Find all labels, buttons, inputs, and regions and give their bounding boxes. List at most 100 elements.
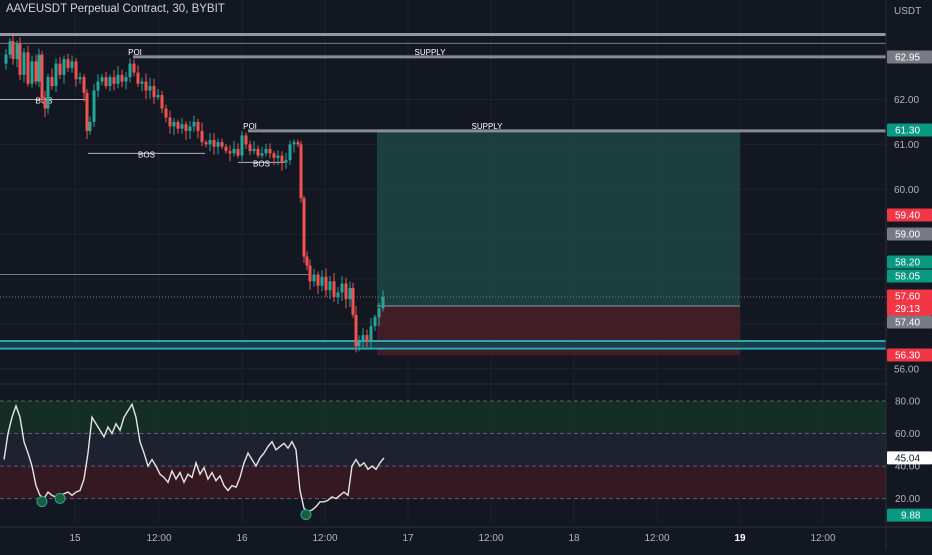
- candle-body: [357, 341, 361, 347]
- candle-body: [299, 144, 303, 199]
- candle-body: [176, 121, 180, 129]
- candle-body: [220, 142, 224, 147]
- candle-body: [244, 135, 248, 145]
- rsi-tick-label: 80.00: [895, 397, 920, 408]
- time-tick-label: 18: [568, 533, 580, 544]
- price-tag-label: 58.20: [895, 258, 920, 269]
- rsi-trough-marker: [300, 509, 312, 521]
- candle-body: [152, 86, 156, 98]
- time-tick-label: 16: [236, 533, 248, 544]
- candle-body: [108, 77, 112, 87]
- candle-body: [305, 256, 309, 266]
- candle-body: [320, 276, 324, 286]
- rsi-trough-marker: [54, 492, 66, 504]
- candle-body: [148, 86, 152, 91]
- price-tick-label: 62.00: [894, 95, 919, 106]
- candle-body: [272, 153, 276, 158]
- candle-body: [208, 139, 212, 145]
- candle-body: [88, 121, 92, 131]
- candle-body: [22, 52, 26, 75]
- price-tag-label: 56.30: [895, 351, 920, 362]
- time-tick-label: 12:00: [478, 533, 503, 544]
- candle-body: [312, 274, 316, 282]
- candle-body: [144, 81, 148, 91]
- price-tag-target: [887, 123, 932, 137]
- candle-body: [124, 77, 128, 82]
- candle-body: [30, 61, 34, 84]
- price-tag-down: [887, 348, 932, 362]
- price-tag-label: 62.95: [895, 53, 920, 64]
- candle-body: [43, 99, 47, 109]
- time-tick-label: 17: [402, 533, 414, 544]
- candle-body: [188, 126, 192, 131]
- rsi-tick-label: 40.00: [895, 462, 920, 473]
- rsi-mid-zone: [0, 433, 886, 467]
- price-tag-label: 57.40: [895, 318, 920, 329]
- candle-body: [280, 155, 284, 163]
- candle-body: [184, 124, 188, 131]
- candle-body: [284, 160, 288, 163]
- candle-body: [136, 72, 140, 84]
- candle-body: [373, 317, 377, 327]
- candle-body: [260, 153, 264, 156]
- candle-body: [96, 81, 100, 91]
- candle-body: [116, 74, 120, 84]
- candle-body: [332, 281, 336, 297]
- price-tag-zone: [887, 315, 932, 329]
- candle-body: [100, 77, 104, 82]
- candle-body: [308, 265, 312, 282]
- candle-body: [212, 139, 216, 147]
- candle-body: [15, 43, 19, 60]
- symbol-title: AAVEUSDT Perpetual Contract, 30, BYBIT: [6, 3, 225, 15]
- zone-label-poi: POI: [128, 48, 142, 57]
- price-tag-zone: [887, 50, 932, 64]
- candle-body: [196, 121, 200, 131]
- candle-body: [340, 283, 344, 293]
- candle-body: [128, 63, 132, 78]
- candle-body: [296, 142, 300, 145]
- price-tag-target: [887, 269, 932, 283]
- candle-body: [200, 130, 204, 143]
- candle-body: [18, 43, 22, 75]
- candle-body: [140, 81, 144, 84]
- zone-label-bos: BOS: [253, 159, 270, 168]
- candle-body: [132, 63, 136, 73]
- zone-label-poi: POI: [243, 122, 257, 131]
- candle-body: [54, 63, 58, 87]
- currency-label: USDT: [894, 6, 921, 17]
- rsi-overbought-zone: [0, 401, 886, 434]
- rsi-last-value-label: 45.04: [895, 453, 920, 464]
- candle-body: [316, 274, 320, 286]
- candle-body: [192, 121, 196, 127]
- candle-body: [351, 288, 355, 315]
- candle-body: [11, 41, 15, 60]
- candle-body: [369, 326, 373, 342]
- candle-body: [224, 146, 228, 152]
- candle-body: [104, 77, 108, 87]
- candle-body: [228, 151, 232, 154]
- candle-body: [344, 283, 348, 300]
- candle-body: [168, 117, 172, 127]
- price-tag-last: [887, 289, 932, 316]
- candle-body: [74, 61, 78, 80]
- price-tick-label: 60.00: [894, 185, 919, 196]
- price-tag-label: 57.60: [895, 292, 920, 303]
- candle-body: [264, 148, 268, 154]
- candle-body: [164, 108, 168, 118]
- candle-body: [240, 135, 244, 156]
- candle-body: [292, 142, 296, 145]
- candle-body: [120, 74, 124, 82]
- target-zone: [377, 130, 740, 306]
- candle-body: [365, 335, 369, 342]
- candle-body: [70, 61, 74, 69]
- candle-body: [204, 142, 208, 145]
- time-tick-label: 12:00: [146, 533, 171, 544]
- price-tick-label: 56.00: [894, 364, 919, 375]
- candle-body: [252, 148, 256, 152]
- candle-body: [8, 41, 12, 55]
- candle-body: [40, 54, 44, 100]
- candle-body: [248, 144, 252, 152]
- candle-body: [216, 142, 220, 147]
